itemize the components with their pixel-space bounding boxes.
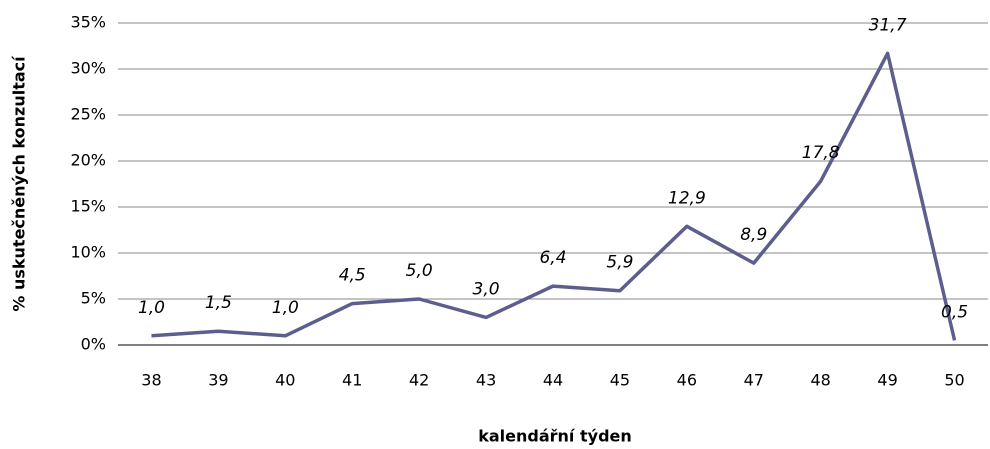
- data-label: 12,9: [668, 188, 706, 208]
- data-label: 17,8: [802, 143, 840, 163]
- y-tick-label: 25%: [70, 105, 106, 124]
- data-label: 1,5: [205, 293, 232, 313]
- y-axis-title: % uskutečněných konzultací: [10, 55, 29, 312]
- data-label: 31,7: [869, 15, 907, 35]
- x-tick-label: 40: [275, 371, 295, 390]
- x-tick-label: 44: [543, 371, 563, 390]
- x-tick-label: 45: [610, 371, 630, 390]
- x-tick-label: 50: [944, 371, 964, 390]
- data-label: 5,0: [406, 261, 433, 281]
- x-tick-label: 41: [342, 371, 362, 390]
- x-tick-label: 49: [877, 371, 897, 390]
- data-label: 1,0: [138, 298, 165, 318]
- data-label: 5,9: [606, 253, 633, 273]
- y-tick-label: 30%: [70, 59, 106, 78]
- x-tick-label: 38: [141, 371, 161, 390]
- data-label: 3,0: [473, 279, 500, 299]
- y-tick-label: 15%: [70, 197, 106, 216]
- x-axis-title: kalendářní týden: [478, 427, 632, 446]
- x-tick-label: 48: [811, 371, 831, 390]
- y-tick-label: 20%: [70, 151, 106, 170]
- x-tick-label: 39: [208, 371, 228, 390]
- y-tick-label: 0%: [81, 335, 106, 354]
- y-tick-label: 10%: [70, 243, 106, 262]
- data-label: 6,4: [539, 248, 566, 268]
- y-tick-label: 5%: [81, 289, 106, 308]
- x-tick-label: 47: [744, 371, 764, 390]
- data-label: 1,0: [272, 298, 299, 318]
- x-tick-label: 42: [409, 371, 429, 390]
- data-label: 8,9: [740, 225, 767, 245]
- data-label: 4,5: [339, 266, 366, 286]
- x-tick-label: 43: [476, 371, 496, 390]
- y-tick-label: 35%: [70, 13, 106, 32]
- data-line: [151, 51, 957, 341]
- x-tick-label: 46: [677, 371, 697, 390]
- data-label: 0,5: [941, 302, 968, 322]
